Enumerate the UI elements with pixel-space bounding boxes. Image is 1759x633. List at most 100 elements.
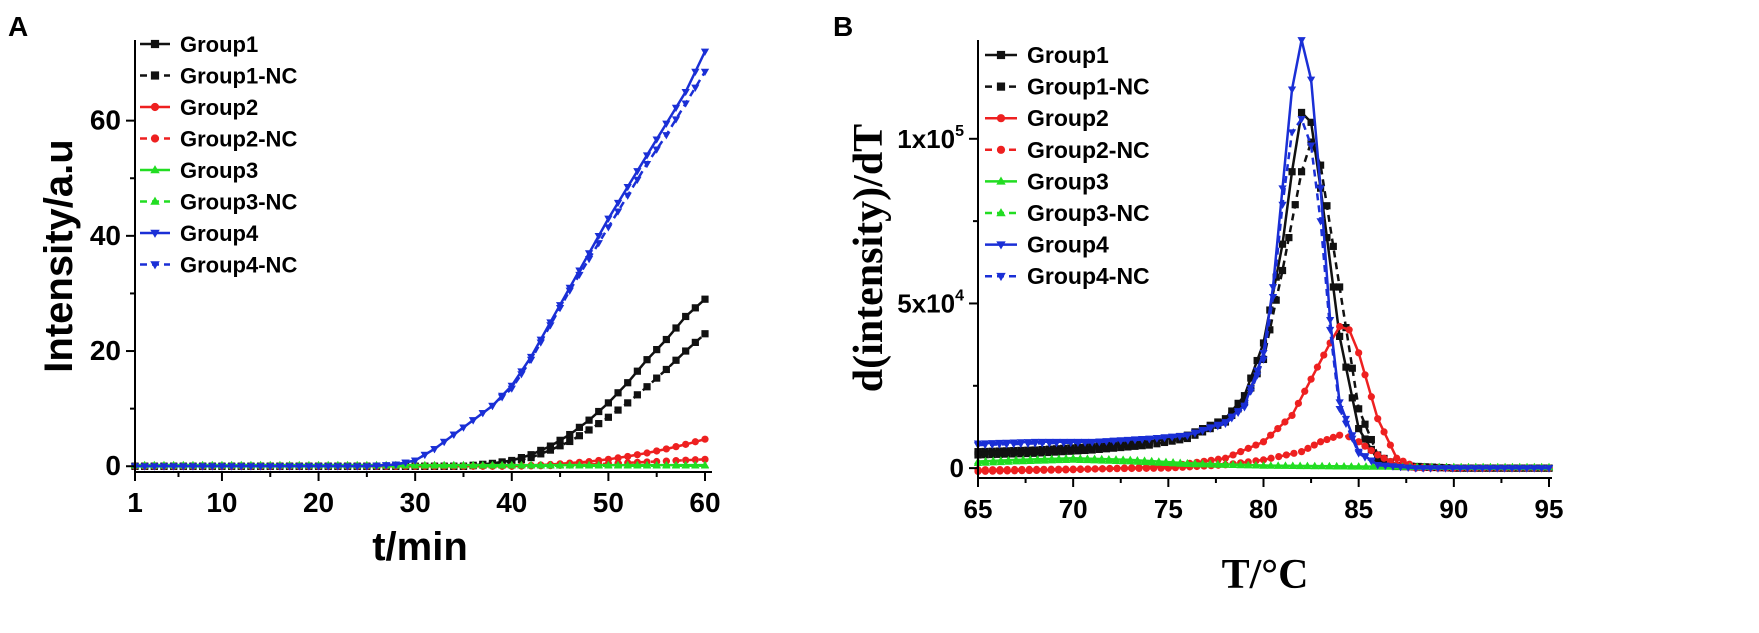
legend-label: Group4-NC	[180, 253, 297, 278]
data-point	[1131, 442, 1139, 450]
data-point	[1060, 448, 1068, 456]
data-point	[362, 463, 372, 471]
data-point	[652, 461, 661, 469]
data-point	[1054, 455, 1064, 464]
data-point	[701, 330, 709, 338]
data-point	[604, 215, 613, 223]
data-point	[1515, 465, 1524, 473]
data-point	[633, 391, 641, 399]
data-point	[1304, 444, 1312, 452]
data-point	[682, 440, 690, 448]
data-point	[556, 442, 564, 450]
data-point	[1088, 439, 1097, 447]
data-point	[227, 463, 236, 471]
data-point	[1150, 464, 1158, 472]
data-point	[1102, 438, 1111, 446]
legend-label: Group3-NC	[180, 190, 297, 215]
data-point	[613, 199, 623, 208]
legend-label: Group1-NC	[180, 64, 297, 89]
data-point	[1336, 283, 1344, 291]
data-point	[1198, 428, 1207, 436]
data-point	[1052, 448, 1061, 456]
y-tick-label: 0	[105, 450, 121, 481]
data-point	[594, 461, 603, 469]
data-point	[624, 379, 632, 387]
data-point	[1168, 434, 1177, 442]
data-point	[382, 462, 391, 470]
y-tick-label: 0	[950, 453, 964, 483]
chart-a-y-title: Intensity/a.u	[37, 139, 81, 372]
chart-a-ticks: 1 10 20 30 40 50 60 0 20 40 60	[90, 105, 721, 518]
x-tick-label: 20	[303, 487, 334, 518]
data-point	[1369, 462, 1378, 470]
data-point	[1522, 465, 1531, 473]
data-point	[420, 451, 429, 460]
data-point	[1306, 76, 1316, 84]
data-point	[1342, 363, 1350, 371]
legend-marker	[150, 196, 160, 205]
data-point	[988, 441, 997, 449]
data-point	[1090, 456, 1099, 464]
data-point	[1266, 461, 1275, 469]
data-point	[1052, 440, 1061, 448]
data-point	[1281, 418, 1289, 426]
data-point	[1294, 399, 1302, 407]
data-point	[672, 443, 680, 451]
data-point	[1251, 461, 1261, 469]
data-point	[411, 461, 420, 469]
data-point	[208, 463, 217, 471]
data-point	[1126, 457, 1135, 465]
legend-label: Group3	[180, 158, 258, 183]
legend-label: Group1-NC	[1027, 74, 1150, 100]
data-point	[1109, 438, 1118, 446]
legend-marker	[150, 261, 160, 270]
data-point	[1032, 465, 1041, 473]
data-point	[536, 461, 545, 469]
data-point	[1018, 465, 1026, 474]
data-point	[981, 466, 989, 474]
data-point	[478, 410, 487, 418]
data-point	[420, 461, 429, 469]
legend-item-group4-nc: Group4-NC	[985, 263, 1150, 289]
data-point	[633, 451, 641, 459]
series-group1	[974, 108, 1553, 472]
data-point	[1116, 437, 1125, 446]
data-point	[662, 335, 670, 344]
data-point	[1157, 464, 1165, 472]
data-point	[1123, 437, 1133, 445]
data-point	[401, 459, 410, 467]
data-point	[1081, 446, 1089, 455]
data-point	[285, 463, 294, 471]
data-point	[1140, 457, 1149, 466]
data-point	[1147, 458, 1156, 466]
data-point	[1142, 464, 1150, 472]
x-tick-label: 10	[206, 487, 237, 518]
data-point	[1332, 462, 1341, 470]
legend-item-group3-nc: Group3-NC	[140, 190, 297, 215]
data-point	[584, 250, 594, 258]
data-point	[1336, 332, 1344, 340]
data-point	[989, 466, 997, 474]
data-point	[1069, 455, 1078, 463]
data-point	[246, 463, 256, 471]
data-point	[1160, 434, 1169, 443]
data-point	[575, 432, 584, 440]
data-point	[681, 461, 690, 469]
data-point	[1530, 465, 1539, 473]
data-point	[691, 438, 699, 446]
data-point	[140, 463, 149, 471]
data-point	[1291, 201, 1299, 209]
data-point	[459, 461, 468, 469]
series-line	[135, 332, 706, 468]
chart-b-legend: Group1 Group1-NC Group2 Group2-NC Group3 Grou…	[985, 42, 1150, 289]
data-point	[1266, 326, 1274, 334]
y-tick-label: 1x105	[897, 123, 964, 154]
data-point	[1544, 465, 1554, 473]
data-point	[613, 461, 623, 469]
data-point	[1145, 441, 1153, 449]
data-point	[1285, 233, 1293, 242]
data-point	[1047, 465, 1055, 473]
data-point	[1374, 451, 1382, 459]
data-point	[217, 463, 227, 471]
